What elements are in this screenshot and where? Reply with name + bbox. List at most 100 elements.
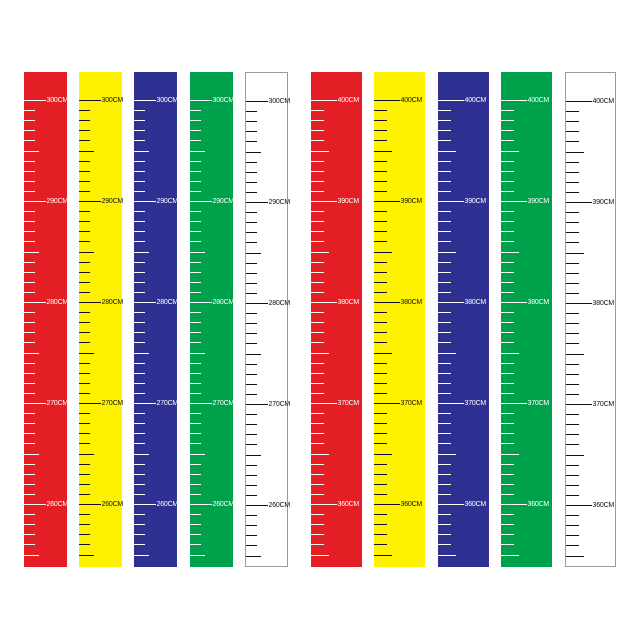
minor-tick	[501, 291, 515, 293]
major-tick	[374, 403, 400, 404]
measurement-label: 370CM	[464, 399, 487, 407]
minor-tick	[374, 342, 388, 344]
ruler-strip-white-right: 400CM 390CM 380CM 370CM 360CM	[565, 72, 616, 567]
minor-tick	[438, 544, 452, 546]
minor-tick	[79, 120, 91, 122]
minor-tick	[566, 242, 580, 244]
minor-tick	[566, 484, 580, 486]
minor-tick	[134, 362, 146, 364]
minor-tick	[438, 342, 452, 344]
minor-tick	[24, 392, 36, 394]
minor-tick	[438, 261, 452, 263]
major-tick	[190, 201, 212, 202]
minor-tick	[438, 392, 452, 394]
minor-tick	[438, 514, 452, 516]
measurement-label: 280CM	[212, 298, 235, 306]
minor-tick	[24, 271, 36, 273]
minor-tick	[501, 211, 515, 213]
minor-tick	[246, 545, 258, 547]
minor-tick	[501, 332, 515, 334]
minor-tick	[24, 261, 36, 263]
minor-tick	[190, 150, 206, 152]
minor-tick	[311, 120, 325, 122]
minor-tick	[566, 373, 580, 375]
minor-tick	[246, 555, 262, 557]
minor-tick	[24, 170, 36, 172]
minor-tick	[566, 525, 580, 527]
minor-tick	[374, 352, 393, 354]
minor-tick	[134, 382, 146, 384]
minor-tick	[134, 463, 146, 465]
minor-tick	[79, 110, 91, 112]
ruler-strip-red-left: 300CM 290CM 280CM 270CM 260CM	[24, 72, 69, 567]
minor-tick	[566, 414, 580, 416]
minor-tick	[374, 140, 388, 142]
minor-tick	[134, 170, 146, 172]
measurement-label: 300CM	[268, 97, 291, 105]
minor-tick	[190, 443, 202, 445]
minor-tick	[501, 352, 520, 354]
minor-tick	[190, 352, 206, 354]
minor-tick	[79, 180, 91, 182]
minor-tick	[246, 323, 258, 325]
minor-tick	[24, 120, 36, 122]
minor-tick	[566, 343, 580, 345]
measurement-label: 270CM	[46, 399, 69, 407]
minor-tick	[190, 322, 202, 324]
minor-tick	[566, 444, 580, 446]
minor-tick	[246, 444, 258, 446]
major-tick	[501, 201, 527, 202]
measurement-label: 290CM	[156, 197, 179, 205]
minor-tick	[501, 322, 515, 324]
measurement-label: 290CM	[46, 197, 69, 205]
minor-tick	[501, 382, 515, 384]
minor-tick	[566, 181, 580, 183]
minor-tick	[24, 180, 36, 182]
minor-tick	[311, 261, 325, 263]
major-tick	[566, 202, 592, 203]
minor-tick	[374, 211, 388, 213]
minor-tick	[311, 372, 325, 374]
minor-tick	[311, 332, 325, 334]
measurement-label: 260CM	[268, 501, 291, 509]
minor-tick	[190, 160, 202, 162]
minor-tick	[374, 453, 393, 455]
measurement-label: 370CM	[527, 399, 550, 407]
minor-tick	[79, 190, 91, 192]
minor-tick	[566, 424, 580, 426]
minor-tick	[134, 493, 146, 495]
measurement-label: 360CM	[400, 500, 423, 508]
minor-tick	[190, 180, 202, 182]
minor-tick	[246, 232, 258, 234]
minor-tick	[501, 150, 520, 152]
minor-tick	[501, 160, 515, 162]
major-tick	[79, 504, 101, 505]
minor-tick	[24, 483, 36, 485]
measurement-label: 260CM	[46, 500, 69, 508]
minor-tick	[374, 433, 388, 435]
major-tick	[246, 404, 268, 405]
measurement-label: 380CM	[337, 298, 360, 306]
minor-tick	[79, 463, 91, 465]
minor-tick	[311, 291, 325, 293]
minor-tick	[311, 312, 325, 314]
minor-tick	[501, 180, 515, 182]
measurement-label: 400CM	[464, 96, 487, 104]
minor-tick	[311, 534, 325, 536]
minor-tick	[24, 190, 36, 192]
minor-tick	[566, 535, 580, 537]
minor-tick	[566, 161, 580, 163]
minor-tick	[246, 272, 258, 274]
major-tick	[438, 100, 464, 101]
minor-tick	[311, 180, 325, 182]
minor-tick	[246, 171, 258, 173]
minor-tick	[79, 544, 91, 546]
measurement-label: 270CM	[101, 399, 124, 407]
minor-tick	[79, 362, 91, 364]
minor-tick	[438, 211, 452, 213]
minor-tick	[566, 323, 580, 325]
minor-tick	[311, 241, 325, 243]
minor-tick	[438, 180, 452, 182]
minor-tick	[501, 443, 515, 445]
minor-tick	[24, 372, 36, 374]
